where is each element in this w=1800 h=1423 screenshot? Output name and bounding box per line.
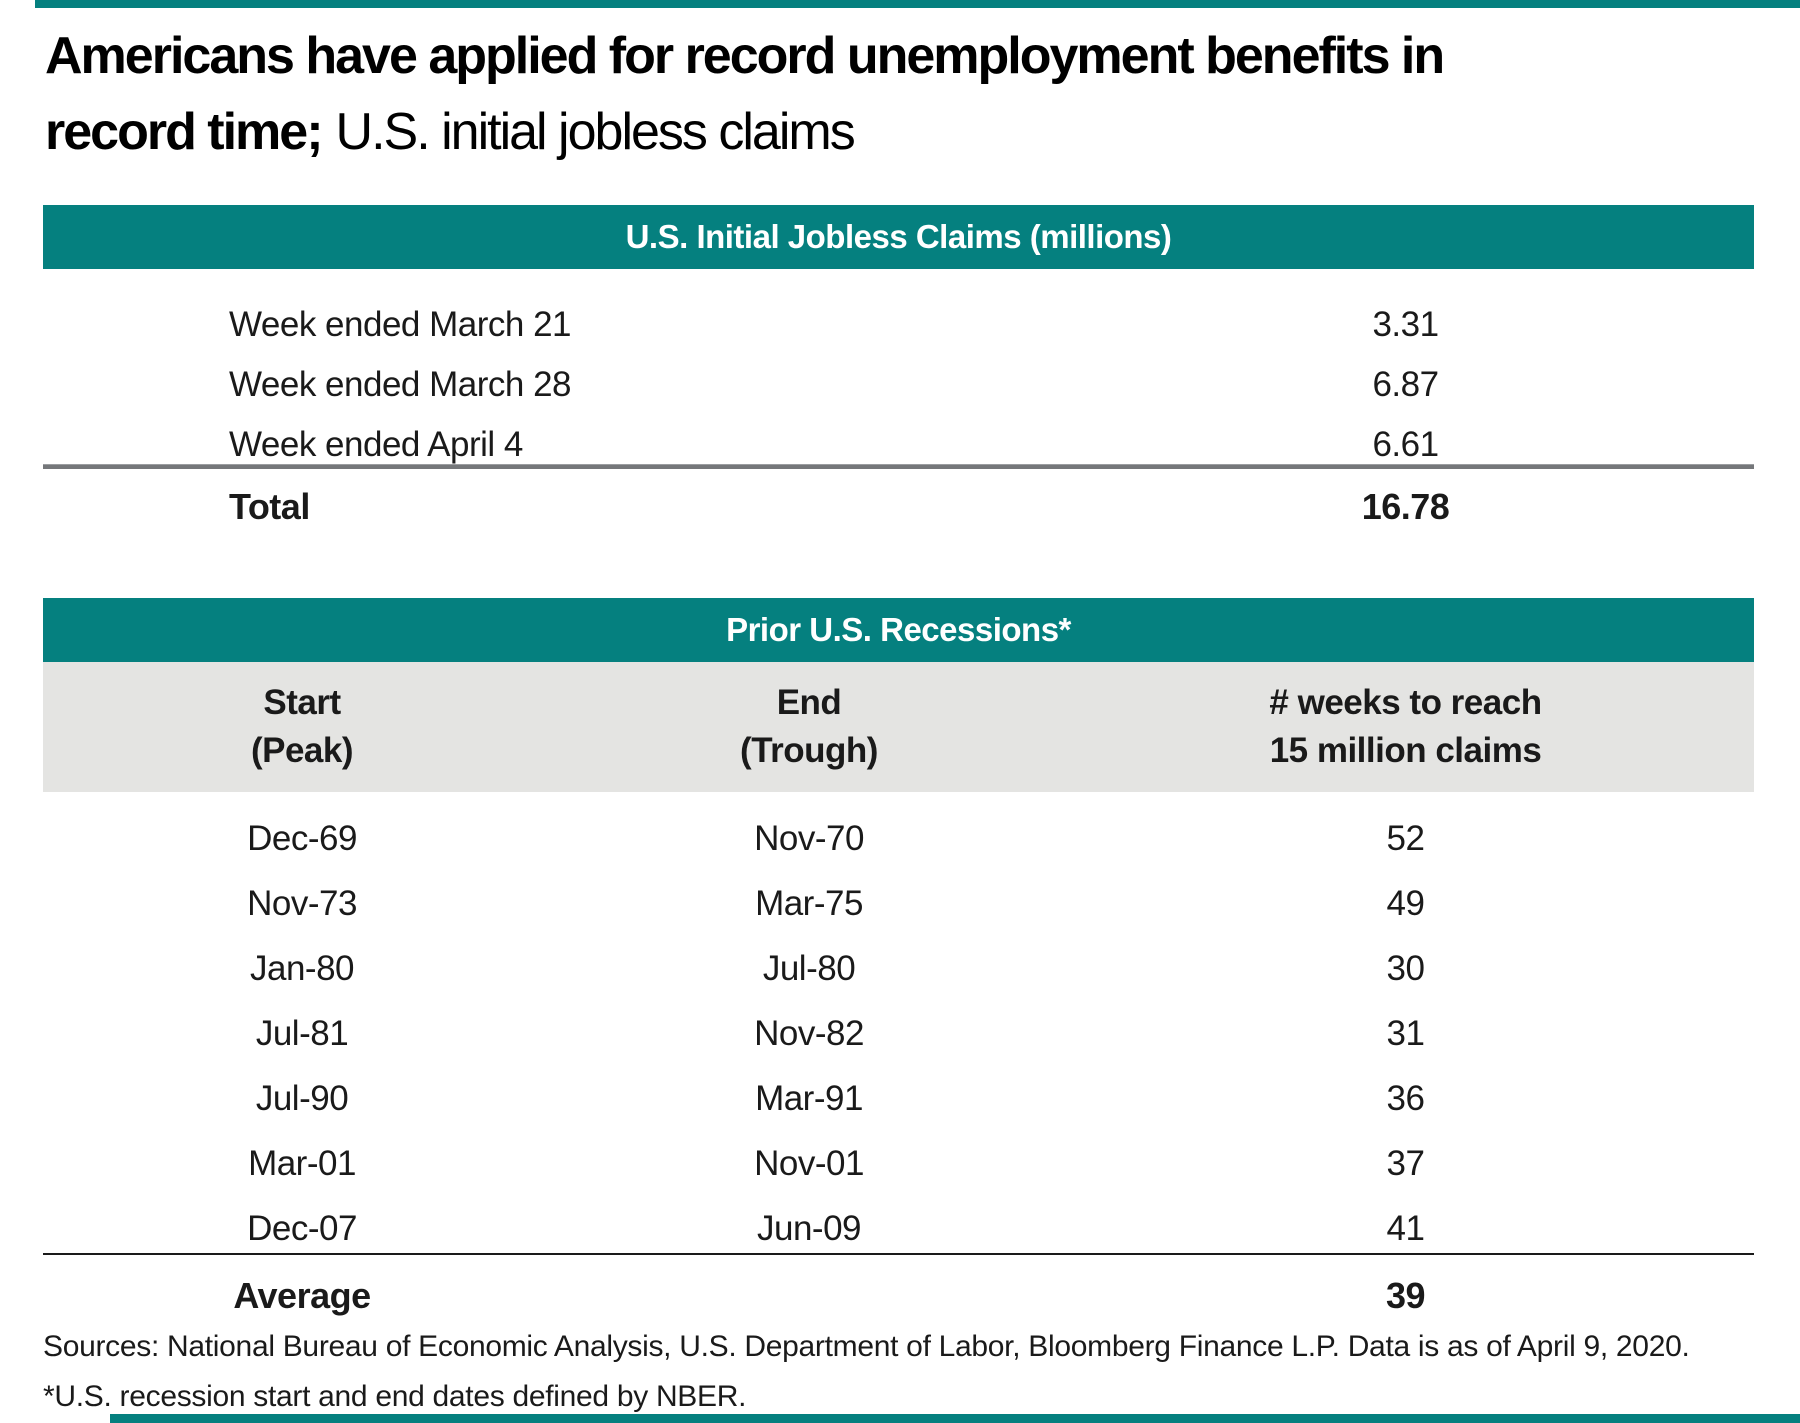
cell-start: Jul-90 [255,1078,349,1118]
table-row: Week ended March 28 6.87 [43,355,1754,415]
recessions-average-row: Average 39 [43,1268,1754,1324]
average-value: 39 [1385,1275,1426,1316]
column-header-text: (Trough) [740,731,878,770]
top-accent-rule [35,0,1800,8]
column-header-text: End [776,683,842,722]
cell-end: Mar-75 [755,883,863,923]
title-line-2: record time; U.S. initial jobless claims [45,94,1785,170]
title-subtitle: U.S. initial jobless claims [335,103,856,161]
recessions-column-headers: Start (Peak) End (Trough) # weeks to rea… [43,662,1754,792]
column-header-start: Start (Peak) [43,679,561,792]
claims-row-value: 3.31 [1372,305,1439,344]
column-header-text: 15 million claims [1269,731,1542,770]
total-value: 16.78 [1361,486,1450,527]
claims-table-title: U.S. Initial Jobless Claims (millions) [625,218,1172,255]
claims-row-value: 6.61 [1372,425,1439,464]
title-line-2-emphasis: record time; [45,103,324,161]
table-row: Jul-81 Nov-82 31 [43,1001,1754,1066]
claims-row-label: Week ended March 28 [229,365,572,404]
cell-weeks: 36 [1386,1078,1425,1118]
claims-row-label: Week ended March 21 [229,305,572,344]
cell-weeks: 37 [1386,1143,1425,1183]
average-divider-rule [43,1253,1754,1255]
table-row: Mar-01 Nov-01 37 [43,1131,1754,1196]
claims-table-header-banner: U.S. Initial Jobless Claims (millions) [43,205,1754,269]
cell-end: Jul-80 [762,948,856,988]
cell-end: Nov-82 [754,1013,864,1053]
cell-weeks: 49 [1386,883,1425,923]
recessions-table-body: Dec-69 Nov-70 52 Nov-73 Mar-75 49 Jan-80… [43,806,1754,1261]
total-label: Total [229,486,310,527]
cell-start: Jul-81 [255,1013,349,1053]
column-header-end: End (Trough) [561,679,1057,792]
table-row: Dec-07 Jun-09 41 [43,1196,1754,1261]
cell-end: Mar-91 [755,1078,863,1118]
page-title: Americans have applied for record unempl… [45,18,1785,170]
cell-start: Dec-69 [247,818,357,858]
cell-weeks: 31 [1386,1013,1425,1053]
claims-total-row: Total 16.78 [43,482,1754,532]
bottom-accent-rule [110,1414,1800,1423]
recessions-table-header-banner: Prior U.S. Recessions* [43,598,1754,662]
sources-note: Sources: National Bureau of Economic Ana… [43,1330,1690,1413]
column-header-text: # weeks to reach [1269,683,1542,722]
table-row: Jan-80 Jul-80 30 [43,936,1754,1001]
cell-start: Jan-80 [249,948,355,988]
cell-end: Jun-09 [756,1208,862,1248]
table-row: Week ended March 21 3.31 [43,295,1754,355]
cell-weeks: 52 [1386,818,1425,858]
column-header-text: Start [263,683,341,722]
table-row: Nov-73 Mar-75 49 [43,871,1754,936]
cell-end: Nov-70 [754,818,864,858]
column-header-weeks: # weeks to reach 15 million claims [1057,679,1754,792]
claims-table-body: Week ended March 21 3.31 Week ended Marc… [43,295,1754,475]
average-label: Average [233,1275,371,1316]
total-divider-rule [43,464,1754,469]
claims-row-label: Week ended April 4 [229,425,523,464]
cell-start: Nov-73 [247,883,357,923]
title-line-1: Americans have applied for record unempl… [45,27,1445,85]
cell-weeks: 30 [1386,948,1425,988]
cell-start: Mar-01 [248,1143,356,1183]
column-header-text: (Peak) [250,731,354,770]
table-row: Dec-69 Nov-70 52 [43,806,1754,871]
cell-end: Nov-01 [754,1143,864,1183]
cell-start: Dec-07 [247,1208,357,1248]
claims-row-value: 6.87 [1372,365,1439,404]
table-row: Jul-90 Mar-91 36 [43,1066,1754,1131]
table-row: Week ended April 4 6.61 [43,415,1754,475]
cell-weeks: 41 [1386,1208,1425,1248]
recessions-table-title: Prior U.S. Recessions* [726,611,1071,648]
